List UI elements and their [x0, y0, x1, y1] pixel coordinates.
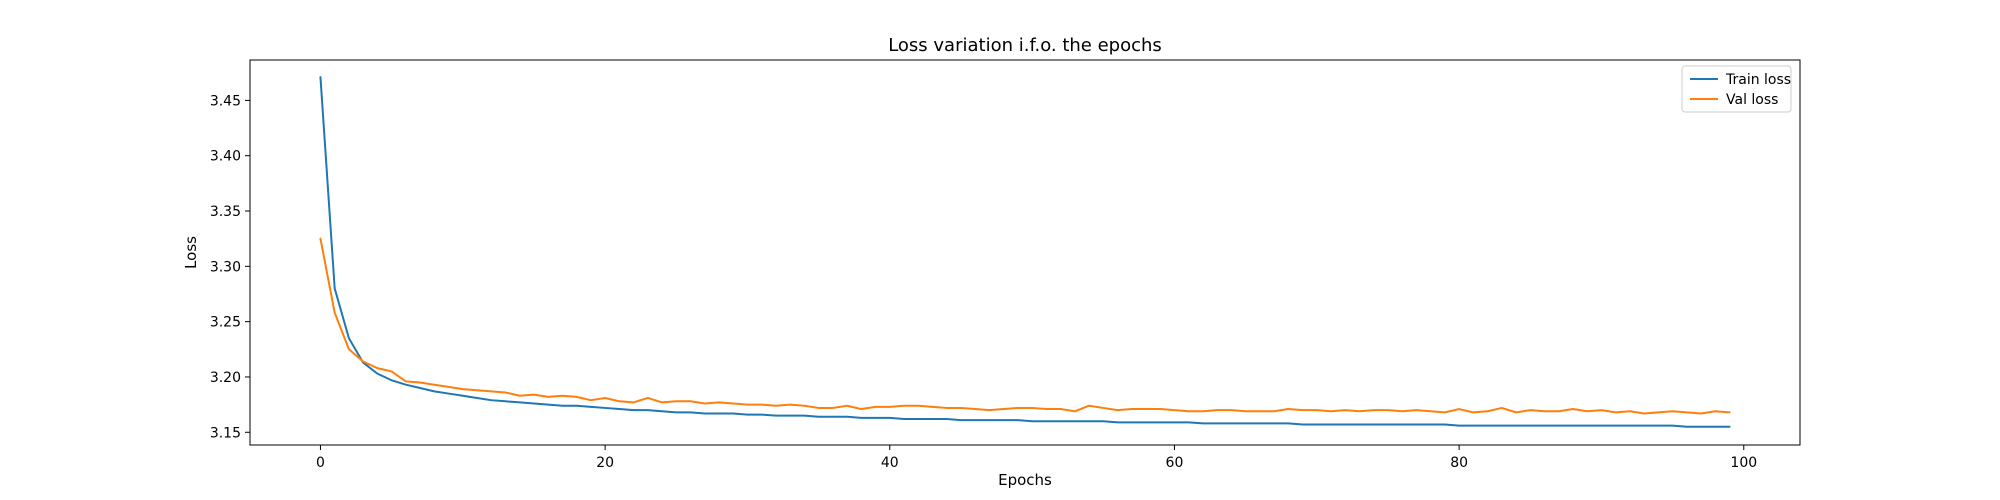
- x-axis: 0 20 40 60 80 100: [316, 445, 1757, 471]
- y-tick-label: 3.40: [210, 149, 241, 165]
- series-line-val-loss: [319, 237, 1731, 415]
- chart-title: Loss variation i.f.o. the epochs: [888, 35, 1162, 56]
- y-tick-label: 3.30: [210, 259, 241, 275]
- y-tick-label: 3.45: [210, 93, 241, 109]
- x-tick-label: 20: [596, 455, 614, 471]
- series-line-train-loss: [319, 76, 1731, 428]
- plot-area: [319, 76, 1731, 428]
- x-tick-label: 60: [1166, 455, 1184, 471]
- y-axis-label: Loss: [182, 236, 200, 269]
- y-tick-label: 3.35: [210, 204, 241, 220]
- axes-frame: [249, 59, 1801, 446]
- x-tick-label: 80: [1450, 455, 1468, 471]
- legend-label: Val loss: [1726, 92, 1778, 108]
- y-tick-label: 3.20: [210, 370, 241, 386]
- y-axis: 3.15 3.20 3.25 3.30 3.35 3.40 3.45: [210, 93, 250, 441]
- x-tick-label: 100: [1730, 455, 1757, 471]
- x-tick-label: 0: [316, 455, 325, 471]
- x-tick-label: 40: [881, 455, 899, 471]
- legend: Train loss Val loss: [1681, 65, 1792, 113]
- legend-label: Train loss: [1725, 72, 1791, 88]
- y-tick-label: 3.15: [210, 425, 241, 441]
- x-axis-label: Epochs: [998, 471, 1052, 489]
- y-tick-label: 3.25: [210, 315, 241, 331]
- legend-box: [1681, 65, 1792, 113]
